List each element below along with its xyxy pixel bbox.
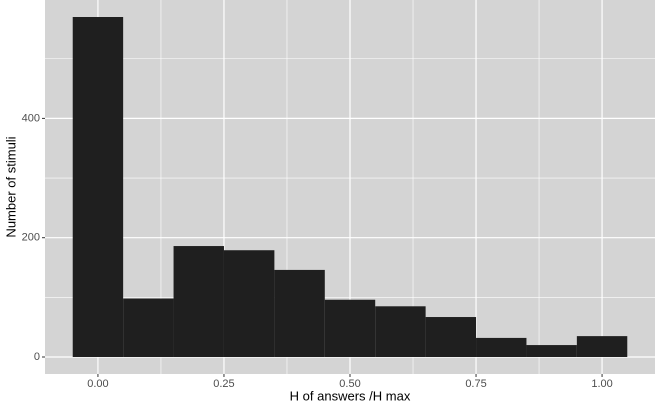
x-tick-label: 0.00	[87, 378, 108, 390]
x-tick-label: 1.00	[591, 378, 612, 390]
x-tick-label: 0.50	[339, 378, 360, 390]
bar	[173, 246, 224, 357]
bar	[324, 299, 376, 357]
x-tick-label: 0.75	[465, 378, 486, 390]
bar	[274, 269, 325, 357]
bar	[425, 317, 477, 357]
y-tick-label: 400	[22, 112, 40, 124]
bar	[526, 345, 577, 357]
bar	[123, 298, 174, 357]
y-tick-label: 200	[22, 232, 40, 244]
x-axis-title: H of answers /H max	[290, 388, 411, 403]
y-axis-title: Number of stimuli	[3, 136, 18, 237]
bar	[223, 250, 275, 357]
bar	[72, 17, 124, 357]
y-tick-label: 0	[34, 351, 40, 363]
bar	[476, 337, 527, 357]
bar	[576, 336, 628, 357]
x-tick-label: 0.25	[213, 378, 234, 390]
bar	[375, 306, 426, 357]
